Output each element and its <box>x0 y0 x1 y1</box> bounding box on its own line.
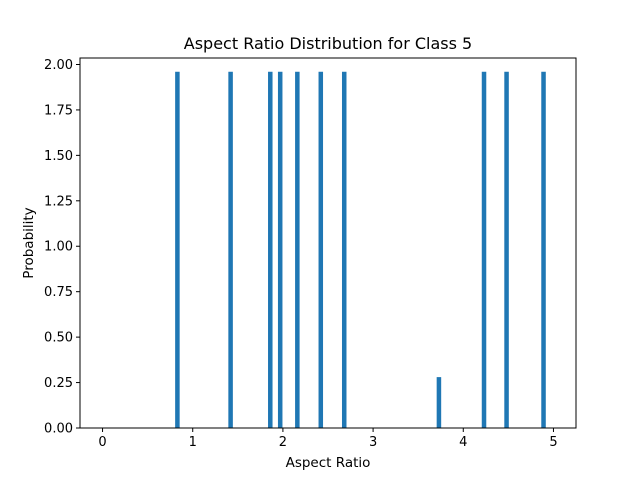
bar <box>268 71 273 428</box>
y-tick-label: 1.25 <box>44 194 73 209</box>
y-tick-label: 0.75 <box>44 285 73 300</box>
y-tick-label: 1.00 <box>44 240 73 255</box>
chart-title: Aspect Ratio Distribution for Class 5 <box>184 34 472 53</box>
x-tick-label: 4 <box>459 435 467 450</box>
bar <box>341 71 347 428</box>
bar <box>504 71 509 428</box>
x-tick-label: 0 <box>98 435 106 450</box>
bars-group <box>175 71 546 428</box>
bar <box>228 71 233 428</box>
bar <box>436 377 442 428</box>
bar <box>277 71 283 428</box>
y-tick-label: 0.25 <box>44 376 73 391</box>
plot-frame <box>79 57 577 429</box>
y-tick-label: 2.00 <box>44 58 73 73</box>
y-tick-label: 1.75 <box>44 103 73 118</box>
x-tick-label: 3 <box>369 435 377 450</box>
y-axis-label: Probability <box>21 207 37 278</box>
y-tick-label: 0.00 <box>44 422 73 437</box>
bar <box>541 71 546 428</box>
y-axis-ticks: 0.00 0.25 0.50 0.75 1.00 1.25 1.50 1.75 2.00 <box>44 58 80 437</box>
x-tick-label: 1 <box>189 435 197 450</box>
x-tick-label: 2 <box>279 435 287 450</box>
y-tick-label: 1.50 <box>44 149 73 164</box>
x-axis-ticks: 0 1 2 3 4 5 <box>98 428 558 450</box>
y-tick-label: 0.50 <box>44 331 73 346</box>
x-axis-label: Aspect Ratio <box>286 455 371 471</box>
bar <box>318 71 324 428</box>
bar <box>295 71 300 428</box>
bar <box>481 71 487 428</box>
x-tick-label: 5 <box>549 435 557 450</box>
bar <box>175 71 180 428</box>
